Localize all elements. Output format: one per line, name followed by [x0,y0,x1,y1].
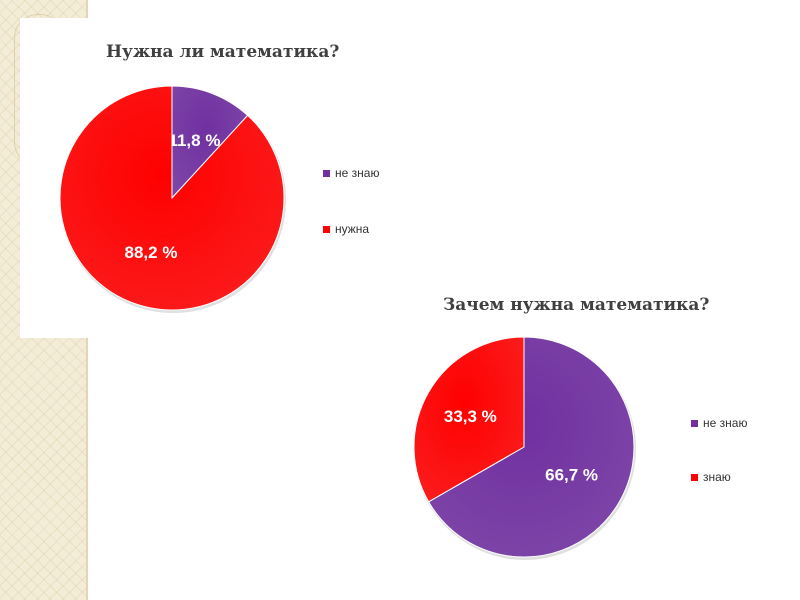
chart2-legend-item-1: знаю [691,470,731,484]
chart2-legend-label-0: не знаю [703,416,748,430]
chart2-slice-1 [413,336,525,503]
chart2-legend-swatch-1 [691,473,698,481]
chart1-legend-label-0: не знаю [335,166,380,180]
chart2-legend-item-0: не знаю [691,416,747,430]
chart2-legend-swatch-0 [691,419,698,427]
chart1-legend-swatch-1 [323,225,330,233]
chart1-slice-label-1: 88,2 % [125,243,178,262]
chart2-legend-label-1: знаю [703,470,731,484]
chart1-pie: 11,8 % 88,2 % [59,85,286,313]
chart1-slice-label-0: 11,8 % [168,131,220,150]
chart2-title: Зачем нужна математика? [443,295,710,315]
chart1-legend-swatch-0 [323,169,330,177]
chart1-title: Нужна ли математика? [106,42,340,62]
chart2-pie: 66,7 % 33,3 % [413,336,636,560]
chart1-legend-label-1: нужна [335,222,370,236]
chart1-slice-1 [59,85,285,311]
chart2-slice-label-0: 66,7 % [545,466,598,485]
chart1-legend-item-1: нужна [323,222,369,236]
chart1-legend-item-0: не знаю [323,166,379,180]
chart2-slice-label-1: 33,3 % [444,407,497,426]
chart1-slice-0 [171,85,249,200]
chart2-slice-0 [427,336,635,558]
